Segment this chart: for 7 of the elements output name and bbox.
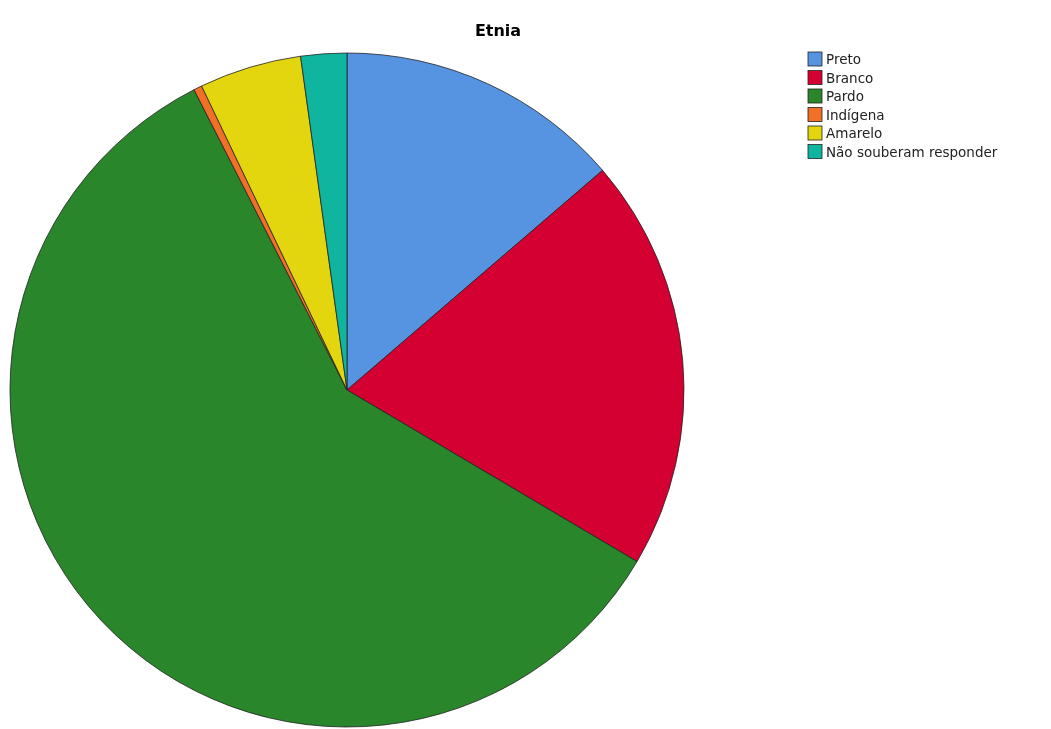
legend-label: Amarelo [826,125,883,141]
legend-label: Branco [826,69,874,86]
chart-title: Etnia [474,21,522,40]
legend-label: Preto [826,51,862,67]
legend-label: Indígena [826,106,885,123]
legend-label: Pardo [826,88,864,104]
legend-label: Não souberam responder [826,143,998,160]
